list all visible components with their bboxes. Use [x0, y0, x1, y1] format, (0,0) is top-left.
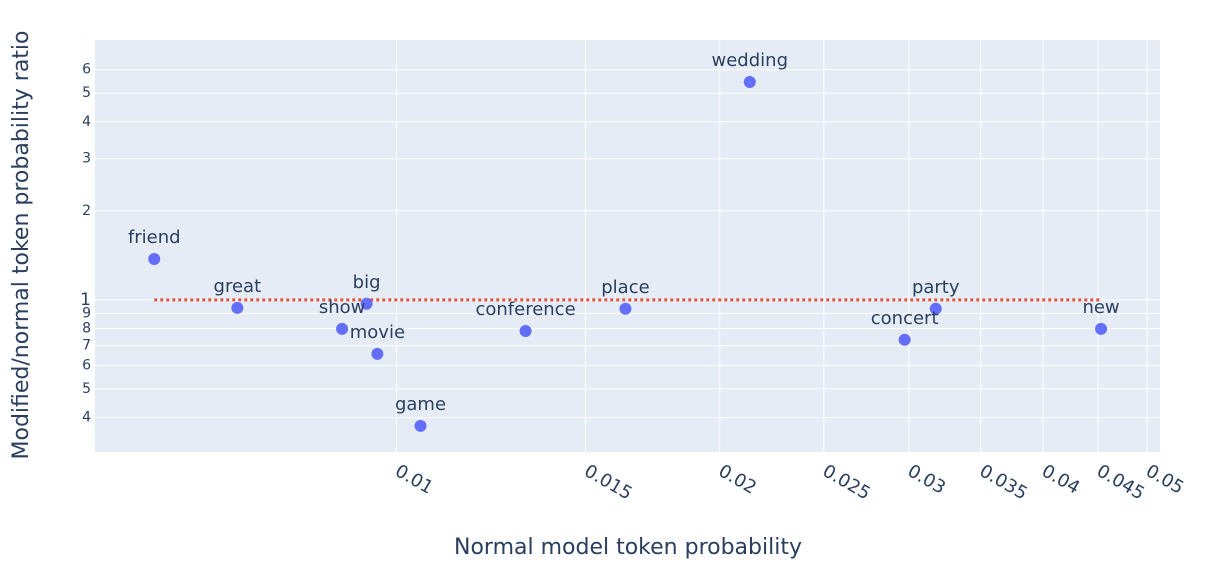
x-tick-label: 0.03	[904, 460, 949, 498]
plot-area	[95, 40, 1160, 452]
y-tick-label: 6	[82, 62, 91, 78]
point	[519, 324, 532, 337]
point-label: show	[319, 297, 366, 318]
point-label: new	[1082, 297, 1119, 318]
point-label: friend	[128, 227, 181, 248]
y-tick-label: 3	[82, 151, 91, 167]
y-tick-label: 6	[82, 357, 91, 373]
point	[231, 301, 244, 314]
point	[619, 302, 632, 315]
y-tick-label: 7	[82, 338, 91, 354]
point-label: wedding	[712, 50, 788, 71]
point-label: big	[353, 272, 381, 293]
point-label: concert	[871, 308, 939, 329]
y-tick-label: 1	[80, 290, 91, 310]
point	[898, 333, 911, 346]
y-tick-label: 9	[82, 305, 91, 321]
x-tick-label: 0.02	[715, 460, 760, 498]
y-tick-label: 5	[82, 85, 91, 101]
x-tick-label: 0.05	[1142, 460, 1187, 498]
point-label: conference	[475, 299, 575, 320]
point	[1095, 322, 1108, 335]
point	[336, 322, 349, 335]
point	[371, 347, 384, 360]
y-tick-label: 2	[82, 203, 91, 219]
point	[414, 419, 427, 432]
point	[148, 252, 161, 265]
y-tick-label: 4	[82, 114, 91, 130]
x-tick-label: 0.04	[1038, 460, 1083, 498]
point-label: game	[395, 394, 446, 415]
point-label: party	[912, 277, 960, 298]
x-tick-label: 0.025	[819, 460, 874, 504]
point-label: place	[601, 277, 649, 298]
y-tick-label: 4	[82, 410, 91, 426]
x-tick-label: 0.01	[391, 460, 436, 498]
x-tick-label: 0.045	[1093, 460, 1148, 504]
y-tick-label: 5	[82, 381, 91, 397]
point	[743, 76, 756, 89]
x-tick-label: 0.015	[581, 460, 636, 504]
point-label: great	[214, 276, 262, 297]
point	[360, 297, 373, 310]
x-axis-title: Normal model token probability	[454, 535, 802, 560]
x-tick-label: 0.035	[976, 460, 1031, 504]
point	[929, 302, 942, 315]
y-axis-title: Modified/normal token probability ratio	[9, 31, 34, 460]
point-label: movie	[350, 322, 405, 343]
y-tick-label: 8	[82, 321, 91, 337]
